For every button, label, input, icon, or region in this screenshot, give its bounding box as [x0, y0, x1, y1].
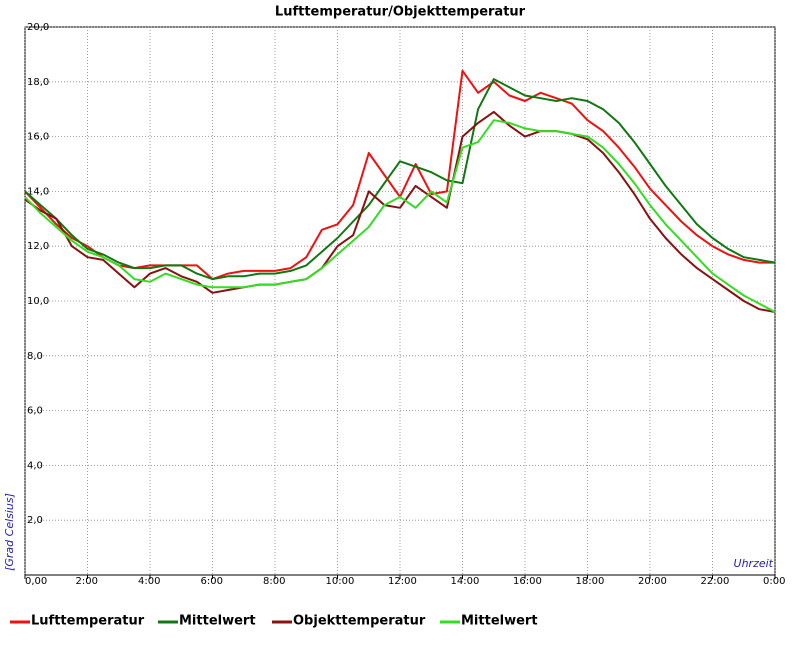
- x-tick-label: 20:00: [638, 576, 667, 587]
- legend-label: Mittelwert: [179, 614, 256, 629]
- x-tick-label: 8:00: [263, 576, 285, 587]
- x-tick-label: 4:00: [138, 576, 160, 587]
- y-tick-label: 10,0: [27, 296, 49, 307]
- legend-label: Mittelwert: [461, 614, 538, 629]
- x-axis-label: Uhrzeit: [734, 557, 774, 570]
- y-tick-label: 14,0: [27, 186, 49, 197]
- y-tick-label: 4,0: [27, 460, 43, 471]
- y-tick-label: 8,0: [27, 351, 43, 362]
- x-tick-label: 6:00: [201, 576, 223, 587]
- legend-label: Lufttemperatur: [31, 614, 145, 629]
- legend-label: Objekttemperatur: [293, 614, 426, 629]
- series-line: [24, 78, 776, 281]
- x-tick-label: 18:00: [576, 576, 605, 587]
- y-tick-label: 12,0: [27, 241, 49, 252]
- y-tick-label: 18,0: [27, 77, 49, 88]
- x-tick-label: 0:00: [763, 576, 785, 587]
- x-tick-label: 10:00: [326, 576, 355, 587]
- x-tick-label: 22:00: [701, 576, 730, 587]
- series-line: [24, 119, 776, 313]
- y-tick-label: 16,0: [27, 132, 49, 143]
- series-line: [24, 110, 776, 313]
- chart-title: Lufttemperatur/Objekttemperatur: [275, 5, 526, 20]
- y-axis-label: [Grad Celsius]: [3, 493, 16, 571]
- x-tick-label: 16:00: [513, 576, 542, 587]
- y-tick-label: 2,0: [27, 515, 43, 526]
- y-tick-label: 6,0: [27, 406, 43, 417]
- x-tick-label: 12:00: [388, 576, 417, 587]
- x-tick-label: 0,00: [25, 576, 47, 587]
- y-tick-label: 20,0: [27, 22, 49, 33]
- x-tick-label: 14:00: [451, 576, 480, 587]
- x-tick-label: 2:00: [76, 576, 98, 587]
